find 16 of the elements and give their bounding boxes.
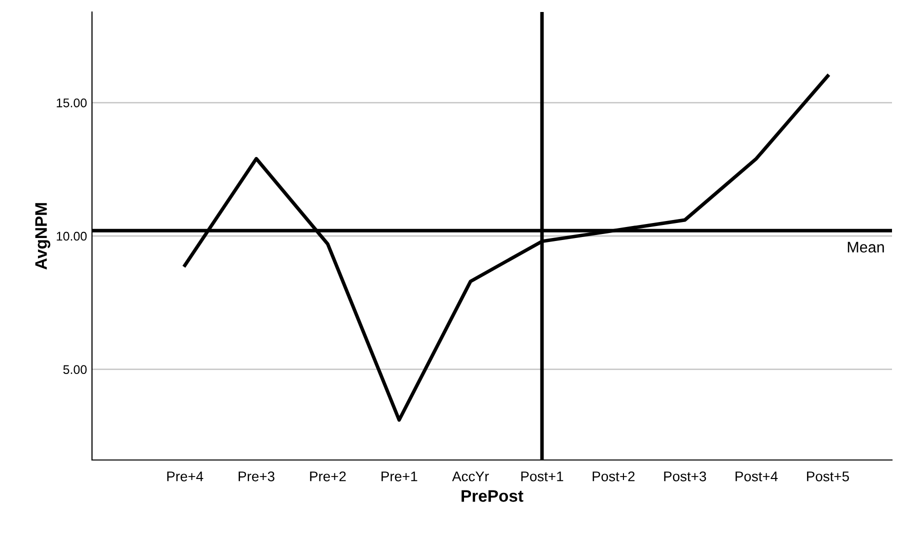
x-tick-label: Post+1: [521, 472, 564, 482]
x-tick-label: Pre+1: [382, 472, 418, 482]
x-tick-label: Pre+4: [167, 472, 204, 482]
x-tick-label: Post+5: [807, 472, 849, 482]
ref-line-label: Mean: [848, 242, 884, 253]
x-tick-label: Post+3: [664, 471, 706, 482]
y-tick-label: 10.00: [56, 232, 87, 241]
y-tick-label: 5.00: [63, 365, 87, 374]
x-tick-label: Post+2: [592, 471, 635, 482]
y-axis-title: AvgNPM: [35, 203, 50, 270]
x-tick-label: Post+4: [736, 472, 778, 482]
x-tick-label: Pre+2: [310, 471, 346, 482]
x-tick-label: AccYr: [452, 472, 489, 482]
y-tick-label: 15.00: [56, 98, 87, 108]
x-axis-title: PrePost: [462, 490, 524, 502]
x-tick-label: Pre+3: [238, 471, 274, 482]
